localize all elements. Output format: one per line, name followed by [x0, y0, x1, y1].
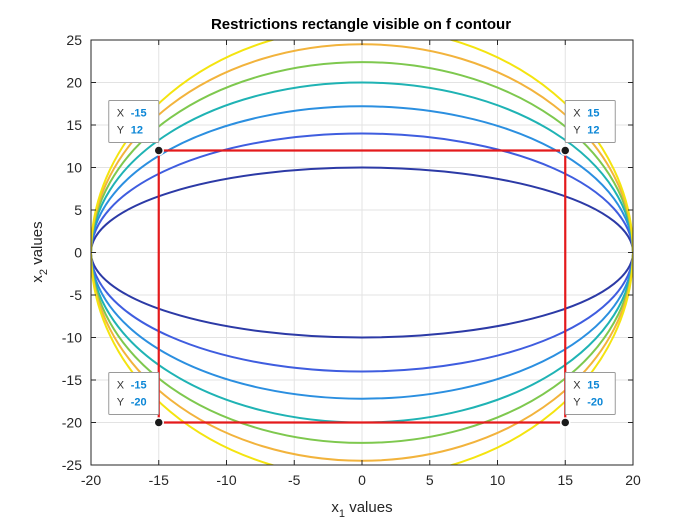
- datatip-x-key: X: [573, 380, 581, 392]
- y-tick-label: -25: [62, 457, 82, 473]
- datatip-3[interactable]: X -15 Y -20: [108, 372, 164, 428]
- x-tick-label: -5: [288, 472, 301, 488]
- datatip-4[interactable]: X 15 Y -20: [560, 372, 616, 428]
- contour-line-2: [91, 132, 633, 373]
- datatip-y-value: -20: [131, 397, 147, 409]
- y-tick-label: 25: [66, 32, 82, 48]
- datatip-marker[interactable]: [153, 145, 164, 156]
- datatip-marker[interactable]: [560, 145, 571, 156]
- y-axis-label: x2 values: [29, 221, 50, 282]
- datatip-x-value: 15: [587, 380, 599, 392]
- data-tips[interactable]: X -15 Y 12 X 15 Y 12 X -15 Y -20 X 15 Y -20: [108, 100, 616, 428]
- y-tick-label: -20: [62, 415, 82, 431]
- x-tick-label: -15: [149, 472, 169, 488]
- datatip-marker[interactable]: [560, 417, 571, 428]
- datatip-x-value: -15: [131, 108, 147, 120]
- datatip-2[interactable]: X 15 Y 12: [560, 100, 616, 156]
- datatip-marker[interactable]: [153, 417, 164, 428]
- datatip-y-key: Y: [573, 125, 581, 137]
- y-tick-label: 15: [66, 117, 82, 133]
- contour-line-1: [91, 166, 633, 339]
- datatip-1[interactable]: X -15 Y 12: [108, 100, 164, 156]
- datatip-y-value: -20: [587, 397, 603, 409]
- chart-title: Restrictions rectangle visible on f cont…: [211, 16, 511, 33]
- datatip-x-key: X: [573, 108, 581, 120]
- datatip-x-key: X: [117, 108, 125, 120]
- x-tick-label: 0: [358, 472, 366, 488]
- contour-line-5: [91, 61, 633, 444]
- contour-line-3: [91, 105, 633, 400]
- datatip-y-value: 12: [131, 125, 143, 137]
- datatip-box: [108, 372, 160, 415]
- y-tick-label: 5: [74, 202, 82, 218]
- datatip-y-key: Y: [117, 125, 125, 137]
- x-axis-label: x1 values: [331, 499, 392, 520]
- y-tick-label: -5: [70, 287, 83, 303]
- datatip-x-key: X: [117, 380, 125, 392]
- x-tick-label: -10: [216, 472, 236, 488]
- axis-ticks: -20 -15 -10 -5 0 5 10 15 20-25-20-15-10-50510152…: [62, 32, 641, 488]
- datatip-y-key: Y: [117, 397, 125, 409]
- y-tick-label: -15: [62, 372, 82, 388]
- y-tick-label: 20: [66, 75, 82, 91]
- y-tick-label: -10: [62, 330, 82, 346]
- datatip-box: [564, 100, 616, 143]
- datatip-y-key: Y: [573, 397, 581, 409]
- datatip-x-value: -15: [131, 380, 147, 392]
- datatip-box: [108, 100, 160, 143]
- x-tick-label: 15: [557, 472, 573, 488]
- x-tick-label: -20: [81, 472, 101, 488]
- x-tick-label: 5: [426, 472, 434, 488]
- y-tick-label: 0: [74, 245, 82, 261]
- x-tick-label: 10: [490, 472, 506, 488]
- x-tick-label: 20: [625, 472, 641, 488]
- datatip-box: [564, 372, 616, 415]
- y-tick-label: 10: [66, 160, 82, 176]
- datatip-y-value: 12: [587, 125, 599, 137]
- datatip-x-value: 15: [587, 108, 599, 120]
